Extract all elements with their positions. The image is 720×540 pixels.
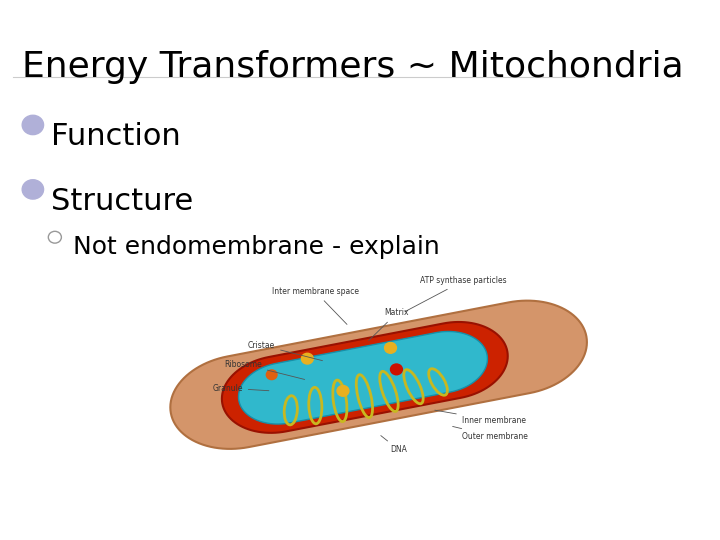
Text: Inter membrane space: Inter membrane space [271, 287, 359, 325]
Circle shape [302, 353, 313, 364]
Circle shape [266, 370, 277, 380]
Circle shape [384, 342, 397, 353]
Circle shape [48, 231, 61, 243]
PathPatch shape [238, 332, 487, 424]
Text: DNA: DNA [381, 436, 408, 455]
Circle shape [390, 364, 402, 375]
Text: ATP synthase particles: ATP synthase particles [405, 276, 507, 312]
Text: Function: Function [50, 122, 181, 151]
PathPatch shape [171, 301, 587, 449]
Text: Not endomembrane - explain: Not endomembrane - explain [73, 235, 439, 259]
Text: Matrix: Matrix [369, 308, 409, 341]
Text: Cristae: Cristae [248, 341, 323, 361]
Text: Inner membrane: Inner membrane [435, 410, 526, 425]
Text: Structure: Structure [50, 187, 193, 216]
Circle shape [22, 180, 44, 199]
Circle shape [337, 386, 349, 396]
Text: Granule: Granule [212, 384, 269, 393]
Text: Ribosome: Ribosome [224, 360, 305, 380]
Circle shape [22, 115, 44, 134]
Text: Outer membrane: Outer membrane [453, 427, 528, 441]
PathPatch shape [222, 322, 508, 433]
Text: Energy Transformers ~ Mitochondria: Energy Transformers ~ Mitochondria [22, 50, 684, 84]
